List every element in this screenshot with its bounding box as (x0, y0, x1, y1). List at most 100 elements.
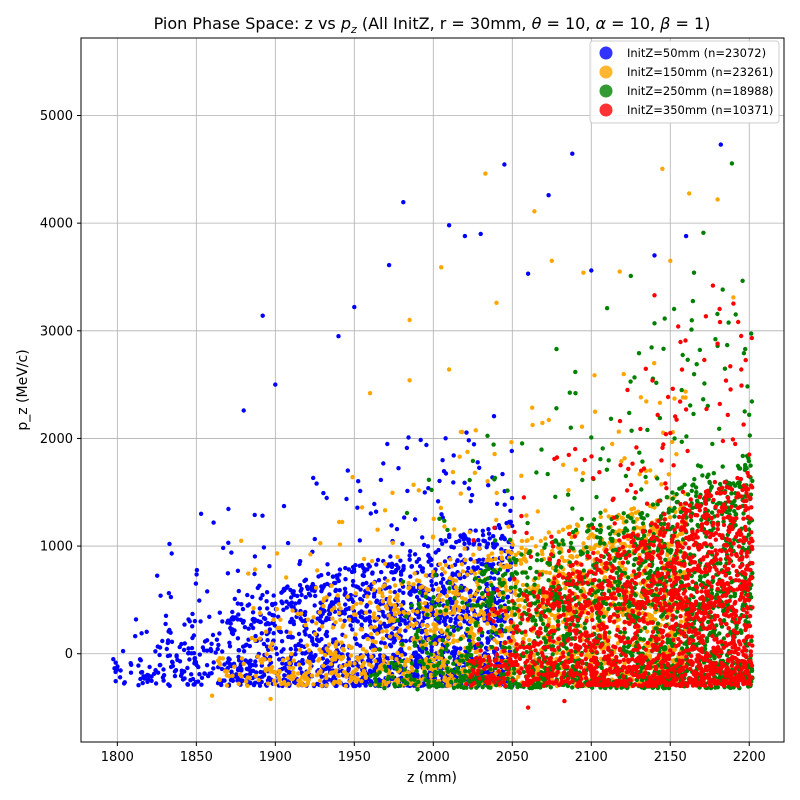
data-point (419, 568, 425, 573)
data-point (499, 547, 504, 552)
data-point (457, 454, 462, 459)
data-point (352, 661, 357, 666)
data-point (648, 468, 653, 473)
data-point (460, 569, 466, 574)
data-point (588, 533, 593, 538)
data-point (451, 480, 456, 485)
data-point (458, 636, 463, 642)
data-point (375, 557, 381, 563)
data-point (305, 681, 310, 686)
data-point (429, 563, 434, 568)
data-point (396, 466, 401, 471)
data-point (400, 642, 405, 647)
data-point (645, 513, 650, 518)
data-point (582, 626, 587, 631)
data-point (487, 536, 492, 541)
data-point (415, 635, 420, 640)
data-point (512, 671, 517, 676)
data-point (533, 576, 538, 581)
data-point (447, 655, 453, 660)
data-point (504, 520, 509, 526)
data-point (321, 490, 326, 496)
data-point (226, 674, 232, 679)
data-point (558, 565, 564, 570)
data-point (394, 595, 399, 601)
data-point (304, 643, 310, 648)
data-point (677, 486, 682, 491)
data-point (295, 671, 301, 676)
data-point (683, 389, 688, 394)
data-point (338, 617, 343, 622)
data-point (446, 223, 452, 228)
data-point (440, 458, 445, 463)
data-point (525, 271, 531, 276)
data-point (252, 638, 258, 643)
data-point (325, 562, 330, 567)
data-point (575, 623, 581, 628)
data-point (410, 608, 416, 614)
data-point (682, 641, 687, 646)
data-point (358, 671, 364, 677)
data-point (440, 576, 446, 582)
data-point (224, 683, 230, 688)
data-point (253, 659, 258, 664)
data-point (443, 608, 449, 613)
data-point (315, 568, 320, 573)
data-point (499, 556, 505, 561)
data-point (286, 681, 291, 687)
data-point (429, 579, 434, 584)
data-point (367, 618, 373, 624)
data-point (394, 567, 399, 573)
data-point (464, 587, 469, 592)
data-point (224, 669, 230, 674)
data-point (685, 492, 691, 497)
data-point (170, 663, 176, 669)
data-point (386, 562, 391, 567)
data-point (253, 663, 258, 668)
data-point (356, 657, 361, 662)
data-point (274, 606, 280, 612)
data-point (616, 429, 621, 434)
data-point (227, 640, 232, 645)
data-point (524, 538, 529, 544)
data-point (317, 656, 322, 662)
data-point (607, 630, 612, 635)
data-point (472, 612, 477, 618)
data-point (467, 598, 472, 603)
data-point (277, 657, 282, 662)
data-point (424, 442, 429, 448)
data-point (563, 586, 568, 591)
data-point (509, 448, 514, 454)
data-point (186, 650, 191, 656)
data-point (187, 619, 192, 624)
data-point (312, 603, 317, 608)
data-point (463, 557, 468, 563)
data-point (689, 518, 694, 523)
data-point (311, 475, 316, 481)
data-point (363, 610, 369, 615)
data-point (429, 557, 434, 562)
data-point (360, 654, 366, 659)
data-point (678, 569, 683, 574)
data-point (289, 673, 294, 679)
data-point (333, 599, 338, 605)
data-point (173, 668, 179, 673)
data-point (231, 617, 236, 622)
data-point (672, 396, 677, 401)
data-point (404, 614, 409, 619)
data-point (381, 653, 386, 659)
data-point (139, 631, 144, 636)
data-point (262, 657, 267, 662)
data-point (298, 559, 303, 564)
data-point (194, 567, 200, 573)
data-point (690, 483, 695, 488)
data-point (621, 511, 626, 516)
data-point (394, 657, 399, 662)
data-point (687, 191, 692, 196)
data-point (236, 648, 241, 653)
data-point (270, 612, 275, 618)
data-point (165, 653, 171, 659)
data-point (303, 622, 308, 628)
data-point (281, 503, 287, 509)
data-point (140, 680, 145, 686)
